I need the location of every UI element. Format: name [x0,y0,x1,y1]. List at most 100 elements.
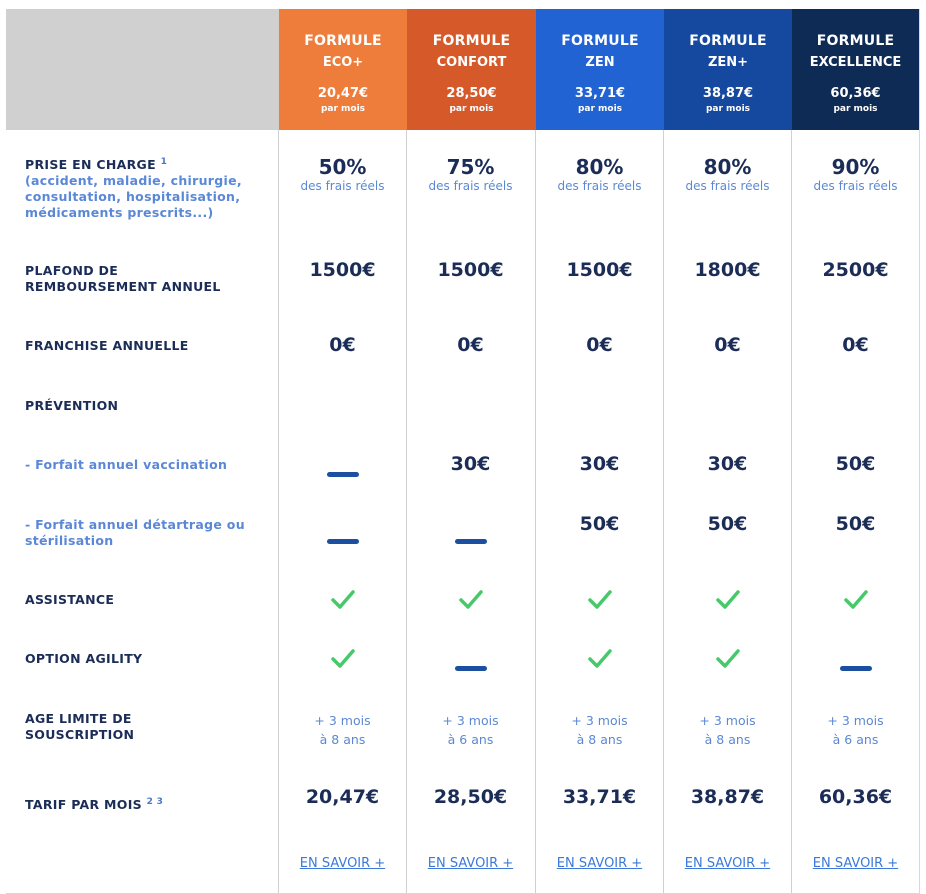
footnote-ref: 1 [160,157,168,167]
age-from: + 3 mois [442,713,499,728]
plafond-value: 1500€ [309,259,376,281]
formula-header-confort: FORMULE CONFORT 28,50€ par mois [407,9,536,130]
label-age-limite: AGE LIMITE DE SOUSCRIPTION [25,711,134,743]
coverage-percent: 80% [703,155,752,179]
franchise-value: 0€ [329,334,356,356]
label-text: PLAFOND DE [25,263,119,278]
vaccination-value: 30€ [450,453,491,475]
label-franchise: FRANCHISE ANNUELLE [25,338,189,353]
formula-label: FORMULE [561,33,639,49]
assistance-value-check-icon [536,589,663,611]
age-from: + 3 mois [571,713,628,728]
tarif-value: 38,87€ [690,786,765,808]
en-savoir-plus-link[interactable]: EN SAVOIR + [812,856,899,871]
column-divider [791,130,792,893]
formula-price: 60,36€ [830,86,881,101]
vaccination-value: 50€ [835,453,876,475]
tarif-value: 60,36€ [818,786,893,808]
formula-name: ZEN+ [707,55,749,70]
label-prevention: PRÉVENTION [25,398,119,413]
label-agility: OPTION AGILITY [25,651,143,666]
label-detail: consultation, hospitalisation, [25,189,241,205]
label-detail: médicaments prescrits...) [25,205,214,221]
age-from: + 3 mois [699,713,756,728]
coverage-percent: 75% [446,155,495,179]
formula-period: par mois [577,104,623,114]
footnote-ref: 2 3 [146,797,164,807]
tarif-value: 33,71€ [562,786,637,808]
age-from: + 3 mois [314,713,371,728]
formula-period: par mois [833,104,878,114]
assistance-value-check-icon [792,589,919,611]
formula-period: par mois [705,104,751,114]
formula-label: FORMULE [304,33,382,49]
assistance-value-check-icon [279,589,406,611]
vaccination-value: 30€ [579,453,620,475]
coverage-percent: 80% [575,155,624,179]
formula-price: 38,87€ [702,86,754,101]
tarif-value: 28,50€ [433,786,508,808]
coverage-caption: des frais réels [685,179,770,193]
label-detail: (accident, maladie, chirurgie, [25,173,242,189]
en-savoir-plus-link[interactable]: EN SAVOIR + [427,856,514,871]
label-tarif: TARIF PAR MOIS 2 3 [25,794,163,813]
vaccination-value-dash-icon [279,462,406,481]
en-savoir-plus-link[interactable]: EN SAVOIR + [684,856,771,871]
label-text: SOUSCRIPTION [25,727,135,742]
formula-name: EXCELLENCE [809,55,902,70]
label-text: PRISE EN CHARGE [25,157,156,173]
column-divider [535,130,536,893]
column-divider [406,130,407,893]
label-text: stérilisation [25,533,114,548]
coverage-percent: 50% [318,155,367,179]
label-text: - Forfait annuel détartrage ou [25,517,245,532]
formula-period: par mois [320,104,366,114]
plafond-value: 1500€ [437,259,504,281]
assistance-value-check-icon [664,589,791,611]
formula-header-excellence: FORMULE EXCELLENCE 60,36€ par mois [792,9,919,130]
franchise-value: 0€ [586,334,613,356]
coverage-caption: des frais réels [557,179,642,193]
coverage-caption: des frais réels [428,179,513,193]
agility-value-check-icon [536,648,663,670]
label-vaccination: - Forfait annuel vaccination [25,457,228,472]
label-text: AGE LIMITE DE [25,711,132,726]
label-assistance: ASSISTANCE [25,592,115,607]
franchise-value: 0€ [457,334,484,356]
age-from: + 3 mois [827,713,884,728]
formula-header-eco: FORMULE ECO+ 20,47€ par mois [279,9,407,130]
formula-price: 20,47€ [317,86,369,101]
age-to: à 8 ans [576,732,623,747]
label-detartrage: - Forfait annuel détartrage ou stérilisa… [25,517,245,549]
franchise-value: 0€ [714,334,741,356]
agility-value-dash-icon [407,656,534,675]
en-savoir-plus-link[interactable]: EN SAVOIR + [556,856,643,871]
vaccination-value: 30€ [707,453,748,475]
detartrage-value: 50€ [579,513,620,535]
age-to: à 6 ans [832,732,879,747]
formula-header-zen: FORMULE ZEN 33,71€ par mois [536,9,664,130]
formula-price: 33,71€ [574,86,626,101]
detartrage-value: 50€ [835,513,876,535]
coverage-percent: 90% [831,155,880,179]
label-text: REMBOURSEMENT ANNUEL [25,279,221,294]
formula-header-zen-plus: FORMULE ZEN+ 38,87€ par mois [664,9,792,130]
formula-label: FORMULE [689,33,767,49]
detartrage-value-dash-icon [279,529,406,548]
formula-name: ZEN [585,55,615,70]
formula-name: ECO+ [322,55,364,70]
formula-name: CONFORT [436,55,507,70]
detartrage-value-dash-icon [407,529,534,548]
franchise-value: 0€ [842,334,869,356]
en-savoir-plus-link[interactable]: EN SAVOIR + [299,856,386,871]
plafond-value: 1800€ [694,259,761,281]
agility-value-dash-icon [792,656,919,675]
coverage-caption: des frais réels [813,179,898,193]
column-divider [278,130,279,893]
label-text: TARIF PAR MOIS [25,797,142,813]
plafond-value: 1500€ [566,259,633,281]
plafond-value: 2500€ [822,259,889,281]
column-divider [663,130,664,893]
pricing-table: FORMULE ECO+ 20,47€ par mois FORMULE CON… [6,9,920,894]
age-to: à 6 ans [447,732,494,747]
